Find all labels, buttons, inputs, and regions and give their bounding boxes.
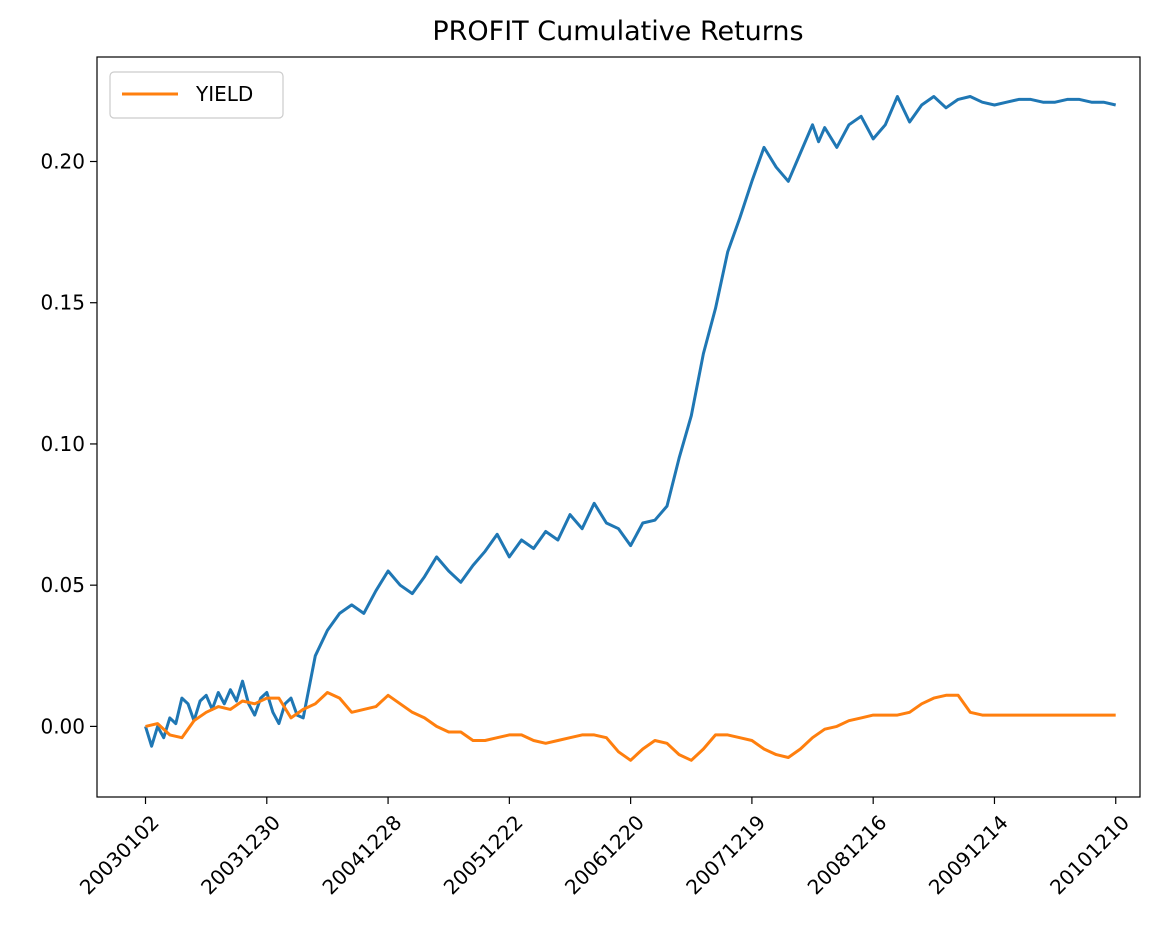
x-axis: 20030102 20031230 20041228 20051222 20061220… [75, 797, 1134, 899]
y-tick-label: 0.15 [40, 291, 85, 315]
x-tick-label: 20071219 [681, 810, 770, 899]
series-line-series-1 [144, 95, 1117, 748]
x-tick-label: 20031230 [196, 810, 285, 899]
y-tick-label: 0.20 [40, 150, 85, 174]
y-axis: 0.00 0.05 0.10 0.15 0.20 [40, 150, 97, 738]
y-tick-label: 0.05 [40, 573, 85, 597]
series-layer [144, 95, 1117, 762]
x-tick-label: 20081216 [803, 810, 892, 899]
legend-yield-label: YIELD [195, 82, 253, 106]
series-line-yield [145, 691, 1116, 762]
x-tick-label: 20051222 [439, 810, 528, 899]
legend-box [109, 71, 284, 119]
x-tick-label: 20041228 [317, 810, 406, 899]
x-tick-label: 20101210 [1045, 810, 1134, 899]
x-tick-label: 20061220 [560, 810, 649, 899]
plot-frame [96, 56, 1141, 798]
y-tick-label: 0.10 [40, 432, 85, 456]
chart-title: PROFIT Cumulative Returns [432, 16, 803, 47]
x-tick-label: 20030102 [75, 810, 164, 899]
x-tick-label: 20091214 [924, 810, 1013, 899]
legend: YIELD [109, 71, 284, 119]
y-tick-label: 0.00 [40, 714, 85, 738]
